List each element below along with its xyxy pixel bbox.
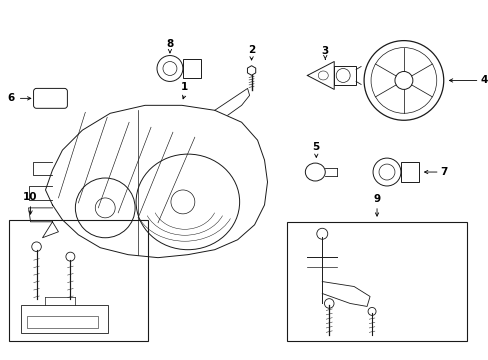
Bar <box>20 305 108 333</box>
Text: 3: 3 <box>321 46 328 55</box>
Bar <box>400 162 418 182</box>
Bar <box>287 222 466 341</box>
Text: 1: 1 <box>181 82 188 93</box>
Bar <box>9 220 148 341</box>
Bar <box>26 316 98 328</box>
Text: 8: 8 <box>166 39 173 49</box>
Text: 5: 5 <box>312 142 319 152</box>
Text: 2: 2 <box>247 45 255 55</box>
Text: 9: 9 <box>373 194 380 204</box>
Text: 7: 7 <box>440 167 447 177</box>
Text: 4: 4 <box>480 76 487 85</box>
Text: 6: 6 <box>7 93 14 103</box>
Text: 10: 10 <box>23 192 38 202</box>
Bar <box>183 59 201 78</box>
Bar <box>333 66 355 85</box>
